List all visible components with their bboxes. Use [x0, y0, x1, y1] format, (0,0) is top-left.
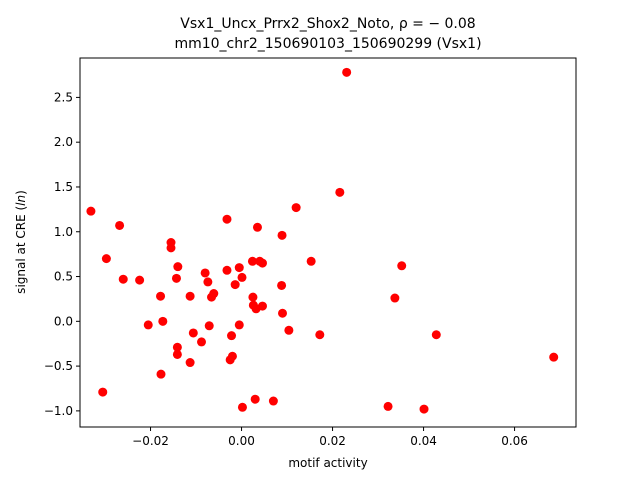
- chart-title-line1: Vsx1_Uncx_Prrx2_Shox2_Noto, ρ = − 0.08: [180, 16, 475, 32]
- chart-title-line2: mm10_chr2_150690103_150690299 (Vsx1): [174, 36, 481, 52]
- data-point-25: [222, 265, 232, 275]
- data-point-44: [268, 396, 278, 406]
- y-tick-label-2: 0.0: [54, 314, 73, 328]
- data-point-52: [335, 187, 345, 197]
- data-point-8: [156, 369, 166, 379]
- data-point-38: [250, 394, 260, 404]
- y-tick-label-4: 1.0: [54, 225, 73, 239]
- data-point-43: [257, 301, 267, 311]
- y-tick-label-3: 0.5: [54, 270, 73, 284]
- data-point-30: [230, 280, 240, 290]
- data-point-1: [98, 387, 108, 397]
- data-point-47: [278, 308, 287, 318]
- data-point-20: [200, 268, 210, 278]
- data-point-48: [284, 325, 294, 335]
- x-axis-label: motif activity: [288, 456, 367, 470]
- data-point-14: [172, 342, 182, 352]
- data-point-19: [197, 337, 206, 347]
- data-point-17: [185, 358, 195, 368]
- x-axis-ticks: −0.02 0.00 0.02 0.04 0.06: [132, 427, 528, 448]
- x-tick-label-0: −0.02: [132, 434, 169, 448]
- data-point-13: [173, 262, 183, 272]
- data-point-34: [237, 402, 247, 412]
- data-point-46: [277, 230, 287, 240]
- data-points: [86, 67, 559, 414]
- data-point-6: [143, 320, 153, 330]
- x-tick-label-4: 0.06: [501, 434, 528, 448]
- y-tick-label-7: 2.5: [54, 90, 73, 104]
- data-point-15: [172, 349, 182, 359]
- data-point-55: [390, 293, 400, 303]
- data-point-58: [431, 330, 441, 340]
- data-point-56: [397, 261, 407, 271]
- data-point-21: [203, 277, 213, 287]
- data-point-45: [277, 280, 287, 290]
- data-point-12: [171, 273, 181, 283]
- data-point-4: [118, 274, 128, 284]
- data-point-32: [234, 320, 244, 330]
- data-point-18: [188, 328, 198, 338]
- data-point-33: [237, 272, 247, 282]
- data-point-5: [135, 275, 145, 285]
- y-tick-label-5: 1.5: [54, 180, 73, 194]
- plot-area-frame: [79, 57, 577, 428]
- y-tick-label-1: −0.5: [44, 359, 73, 373]
- data-point-26: [222, 214, 232, 224]
- data-point-51: [315, 330, 325, 340]
- data-point-22: [204, 321, 214, 331]
- x-tick-label-3: 0.04: [410, 434, 437, 448]
- data-point-24: [209, 289, 219, 299]
- y-axis-label: signal at CRE (ln): [14, 190, 28, 294]
- data-point-40: [252, 222, 262, 232]
- data-point-28: [227, 331, 237, 341]
- data-point-49: [291, 203, 301, 213]
- data-point-11: [166, 243, 176, 253]
- data-point-2: [101, 254, 111, 264]
- data-point-54: [383, 401, 393, 411]
- data-point-3: [115, 220, 125, 230]
- y-tick-label-6: 2.0: [54, 135, 73, 149]
- data-point-57: [419, 404, 429, 414]
- y-tick-label-0: −1.0: [44, 404, 73, 418]
- data-point-35: [247, 256, 257, 266]
- x-tick-label-2: 0.02: [319, 434, 346, 448]
- data-point-53: [342, 67, 352, 77]
- data-point-0: [86, 206, 96, 216]
- data-point-59: [549, 352, 559, 362]
- data-point-50: [306, 256, 316, 266]
- x-tick-label-1: 0.00: [228, 434, 255, 448]
- data-point-16: [185, 291, 195, 301]
- y-axis-ticks: −1.0 −0.5 0.0 0.5 1.0 1.5 2.0 2.5: [44, 90, 80, 418]
- data-point-7: [156, 291, 166, 301]
- data-point-9: [158, 316, 168, 326]
- data-point-31: [234, 263, 244, 273]
- data-point-42: [257, 258, 267, 268]
- data-point-29: [227, 351, 237, 361]
- data-point-36: [248, 292, 258, 302]
